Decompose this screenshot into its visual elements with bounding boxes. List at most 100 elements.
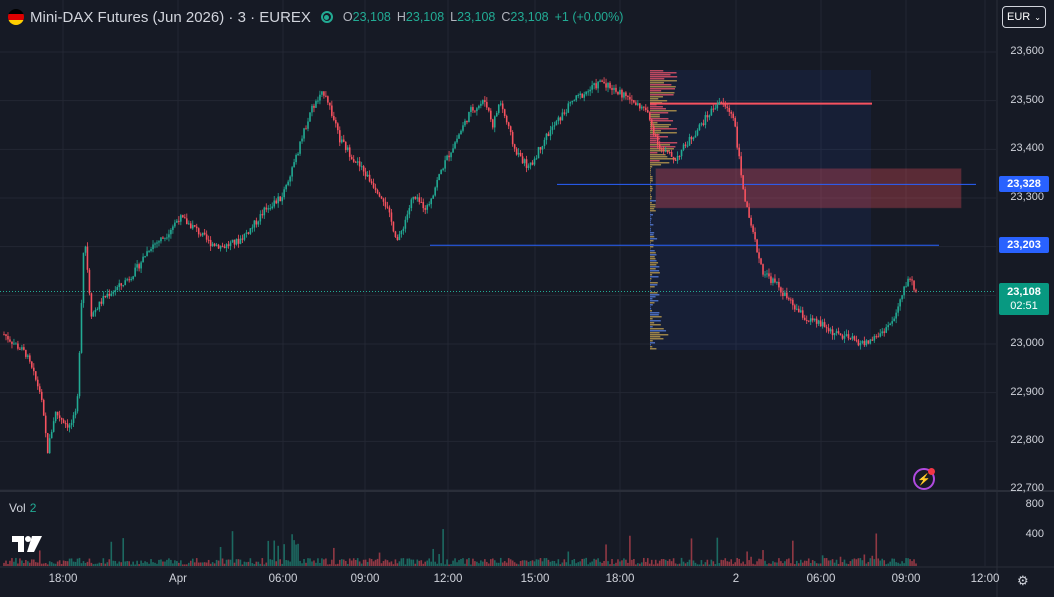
candle-body	[176, 220, 178, 223]
candle-body	[801, 310, 804, 318]
candle-body	[178, 220, 180, 222]
candle-body	[629, 96, 631, 100]
candle-body	[529, 162, 532, 166]
candle-body	[772, 278, 774, 283]
candle-body	[462, 125, 464, 131]
candle-body	[319, 94, 321, 101]
time-axis-label: 18:00	[48, 573, 78, 585]
candle-body	[778, 281, 780, 288]
candle-body	[766, 273, 768, 275]
profile-bar	[650, 124, 671, 126]
volume-bar	[515, 563, 518, 566]
volume-bar	[893, 558, 895, 566]
volume-bar	[283, 544, 285, 566]
volume-bar	[380, 563, 383, 566]
volume-bar	[448, 564, 450, 566]
candle-body	[92, 312, 95, 317]
candle-body	[184, 217, 186, 219]
candle-body	[301, 138, 303, 142]
market-status-icon[interactable]	[320, 11, 333, 23]
last-price-tag[interactable]: 23,108 02:51	[999, 283, 1049, 315]
candle-body	[450, 152, 452, 158]
candle-body	[90, 293, 93, 317]
volume-bar	[760, 559, 762, 566]
candle-body	[329, 102, 331, 106]
profile-bar	[650, 320, 661, 322]
candle-body	[577, 95, 580, 97]
volume-bar	[116, 563, 119, 566]
volume-bar	[21, 560, 23, 566]
volume-bar	[706, 559, 709, 566]
level-price-tag[interactable]: 23,203	[999, 237, 1049, 253]
symbol-title[interactable]: Mini-DAX Futures (Jun 2026) · 3 · EUREX	[30, 8, 311, 26]
candle-body	[134, 267, 136, 277]
candle-body	[664, 150, 667, 152]
lightning-alert-icon[interactable]: ⚡	[913, 468, 935, 490]
candle-body	[158, 241, 160, 243]
candle-body	[418, 197, 421, 202]
volume-bar	[680, 557, 683, 566]
volume-bar	[255, 561, 258, 566]
volume-bar	[376, 558, 379, 566]
candle-body	[213, 243, 216, 246]
candle-body	[571, 100, 574, 103]
candle-body	[635, 102, 637, 105]
candle-body	[589, 89, 591, 92]
candle-body	[549, 130, 552, 136]
profile-bar	[650, 228, 651, 230]
volume-bar	[342, 559, 345, 566]
volume-bar	[301, 563, 303, 566]
candle-body	[285, 184, 287, 190]
volume-bar	[182, 564, 184, 566]
volume-bar	[674, 563, 677, 566]
volume-bar	[833, 562, 836, 566]
candle-body	[827, 328, 830, 332]
candle-body	[843, 335, 846, 339]
currency-selector[interactable]: EUR ⌄	[1002, 6, 1046, 28]
candle-body	[478, 105, 480, 109]
volume-bar	[432, 548, 434, 566]
volume-bar	[11, 558, 13, 566]
candle-body	[581, 93, 584, 98]
volume-bar	[178, 562, 180, 566]
candle-body	[877, 336, 880, 338]
candle-body	[643, 106, 645, 108]
candle-body	[547, 133, 550, 136]
volume-bar	[499, 557, 502, 566]
candle-body	[794, 305, 796, 310]
volume-bar	[374, 559, 377, 566]
candle-body	[784, 292, 786, 297]
volume-bar	[879, 560, 882, 566]
level-price-tag[interactable]: 23,328	[999, 176, 1049, 192]
candle-body	[197, 228, 200, 235]
volume-bar	[275, 561, 278, 566]
volume-bar	[140, 560, 142, 566]
tradingview-logo-icon[interactable]	[12, 536, 42, 557]
candle-body	[48, 438, 51, 454]
volume-bar	[474, 561, 476, 566]
candle-body	[555, 121, 558, 126]
candle-body	[746, 201, 748, 208]
candle-body	[64, 423, 67, 425]
volume-bar	[193, 562, 196, 566]
candle-body	[464, 120, 466, 126]
candle-body	[458, 134, 460, 139]
candle-body	[698, 124, 701, 131]
volume-bar	[46, 564, 49, 566]
candle-body	[382, 198, 385, 202]
volume-bar	[271, 559, 274, 566]
candle-body	[34, 371, 37, 380]
candle-body	[579, 93, 582, 96]
candle-body	[865, 340, 868, 346]
settings-gear-icon[interactable]: ⚙	[1017, 573, 1029, 588]
volume-bar	[855, 559, 858, 566]
volume-bar	[573, 559, 576, 566]
profile-bar	[650, 194, 651, 196]
volume-bar	[44, 562, 47, 566]
volume-bar	[505, 562, 508, 566]
volume-bar	[118, 561, 121, 566]
candle-body	[271, 206, 274, 209]
candle-body	[539, 147, 542, 150]
candle-body	[509, 126, 512, 132]
